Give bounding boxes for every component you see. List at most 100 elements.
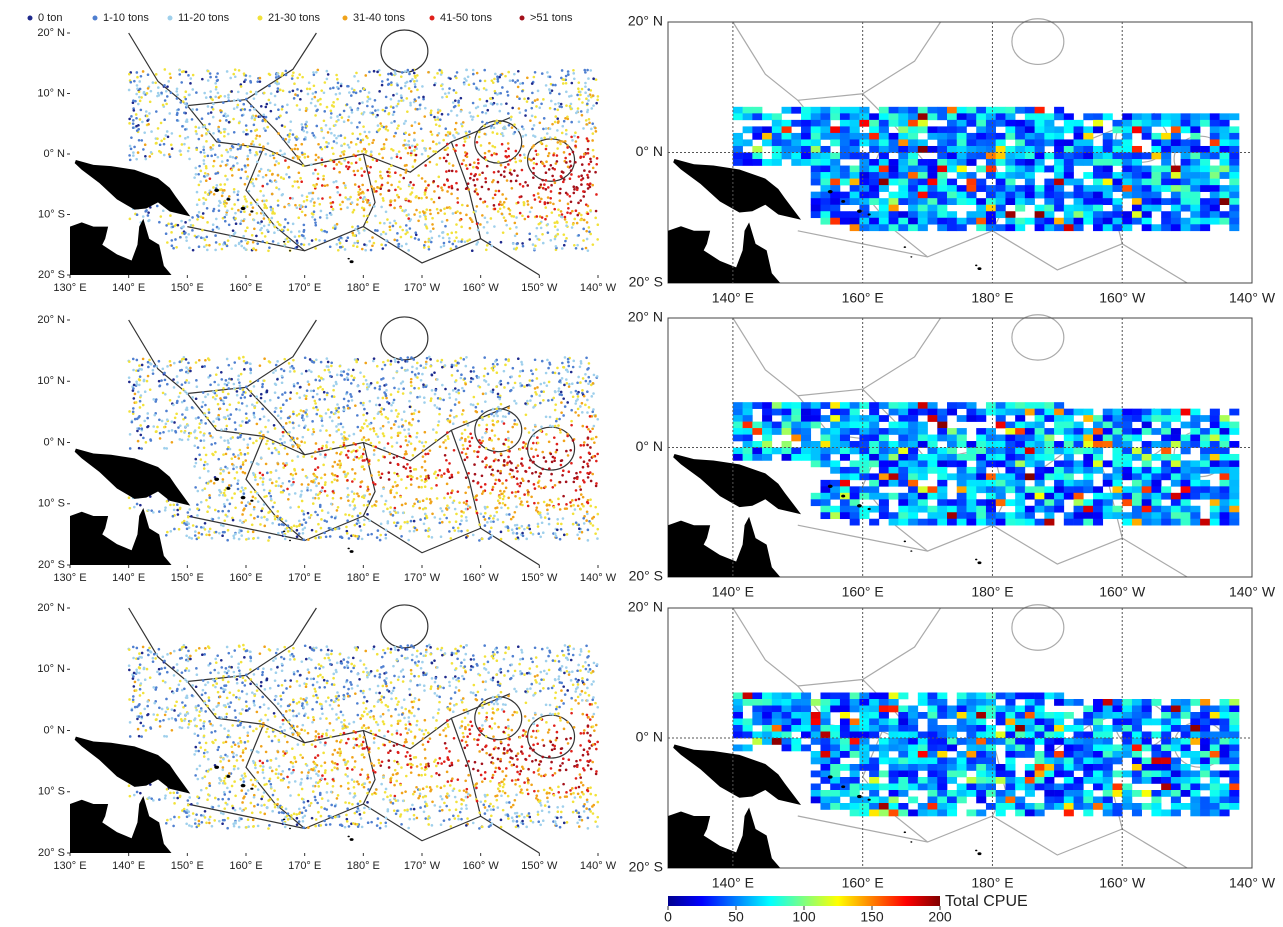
catch-point: [508, 79, 512, 83]
catch-point: [548, 424, 552, 428]
catch-point: [239, 210, 243, 214]
catch-point: [297, 524, 301, 528]
catch-point: [266, 182, 269, 186]
catch-point: [352, 244, 355, 248]
catch-point: [319, 536, 323, 539]
catch-point: [279, 437, 282, 441]
catch-point: [555, 528, 559, 532]
catch-point: [195, 190, 199, 194]
catch-point: [297, 424, 301, 427]
catch-point: [521, 479, 525, 483]
catch-point: [513, 399, 516, 403]
catch-point: [262, 113, 266, 117]
catch-point: [577, 81, 581, 84]
catch-point: [140, 447, 143, 450]
catch-point: [265, 102, 269, 106]
catch-point: [202, 196, 205, 200]
catch-point: [289, 439, 292, 442]
catch-point: [223, 94, 227, 98]
catch-point: [560, 76, 563, 80]
catch-point: [161, 367, 165, 371]
catch-point: [177, 395, 181, 399]
catch-point: [149, 438, 152, 441]
catch-point: [201, 216, 205, 220]
catch-point: [269, 497, 273, 501]
catch-point: [212, 420, 215, 423]
catch-point: [422, 366, 426, 370]
catch-point: [273, 382, 277, 386]
catch-point: [535, 377, 539, 380]
catch-point: [416, 88, 419, 92]
catch-point: [362, 413, 365, 417]
catch-point: [349, 195, 352, 199]
catch-point: [320, 377, 324, 380]
catch-point: [579, 405, 582, 408]
catch-point: [523, 217, 527, 221]
catch-point: [457, 240, 460, 243]
catch-point: [585, 356, 588, 360]
catch-point: [386, 129, 390, 132]
catch-point: [424, 362, 428, 366]
boundary: [362, 153, 376, 227]
catch-point: [434, 470, 437, 474]
catch-point: [583, 441, 586, 444]
catch-point: [237, 168, 241, 172]
catch-point: [552, 178, 556, 182]
catch-point: [473, 161, 476, 164]
catch-point: [177, 108, 180, 111]
catch-point: [531, 243, 535, 246]
catch-point: [558, 417, 561, 421]
catch-point: [592, 408, 595, 411]
catch-point: [287, 203, 291, 207]
catch-point: [498, 207, 502, 211]
catch-point: [455, 71, 459, 74]
catch-point: [417, 410, 421, 414]
catch-point: [282, 466, 286, 469]
catch-point: [592, 424, 596, 428]
catch-point: [479, 197, 482, 201]
catch-point: [463, 77, 467, 80]
catch-point: [586, 528, 590, 532]
catch-point: [351, 225, 354, 229]
catch-point: [349, 382, 353, 385]
catch-point: [372, 357, 376, 360]
catch-point: [483, 367, 487, 370]
catch-point: [442, 244, 446, 248]
catch-point: [320, 128, 324, 132]
catch-point: [451, 389, 455, 392]
catch-point: [558, 140, 562, 143]
catch-point: [285, 111, 288, 114]
catch-point: [555, 448, 559, 452]
catch-point: [309, 389, 313, 393]
catch-point: [195, 436, 199, 440]
catch-point: [405, 452, 408, 456]
catch-point: [152, 511, 155, 514]
catch-point: [381, 432, 385, 435]
catch-point: [480, 185, 484, 189]
catch-point: [439, 245, 443, 249]
catch-point: [324, 123, 328, 127]
catch-point: [136, 75, 139, 79]
catch-point: [194, 486, 197, 489]
catch-point: [441, 365, 444, 369]
catch-point: [534, 448, 538, 451]
catch-point: [429, 364, 433, 368]
catch-point: [499, 489, 502, 493]
catch-point: [130, 115, 133, 118]
catch-point: [225, 424, 229, 428]
catch-point: [165, 409, 168, 413]
catch-point: [329, 109, 333, 113]
catch-point: [129, 71, 133, 74]
catch-point: [400, 535, 403, 538]
catch-point: [244, 238, 248, 242]
catch-point: [539, 472, 543, 475]
catch-point: [488, 240, 492, 244]
catch-point: [579, 218, 582, 222]
catch-point: [243, 195, 246, 198]
catch-point: [400, 366, 404, 370]
catch-point: [176, 508, 179, 512]
catch-point: [272, 371, 275, 374]
catch-point: [589, 89, 593, 92]
catch-point: [236, 98, 240, 101]
catch-point: [470, 249, 474, 253]
